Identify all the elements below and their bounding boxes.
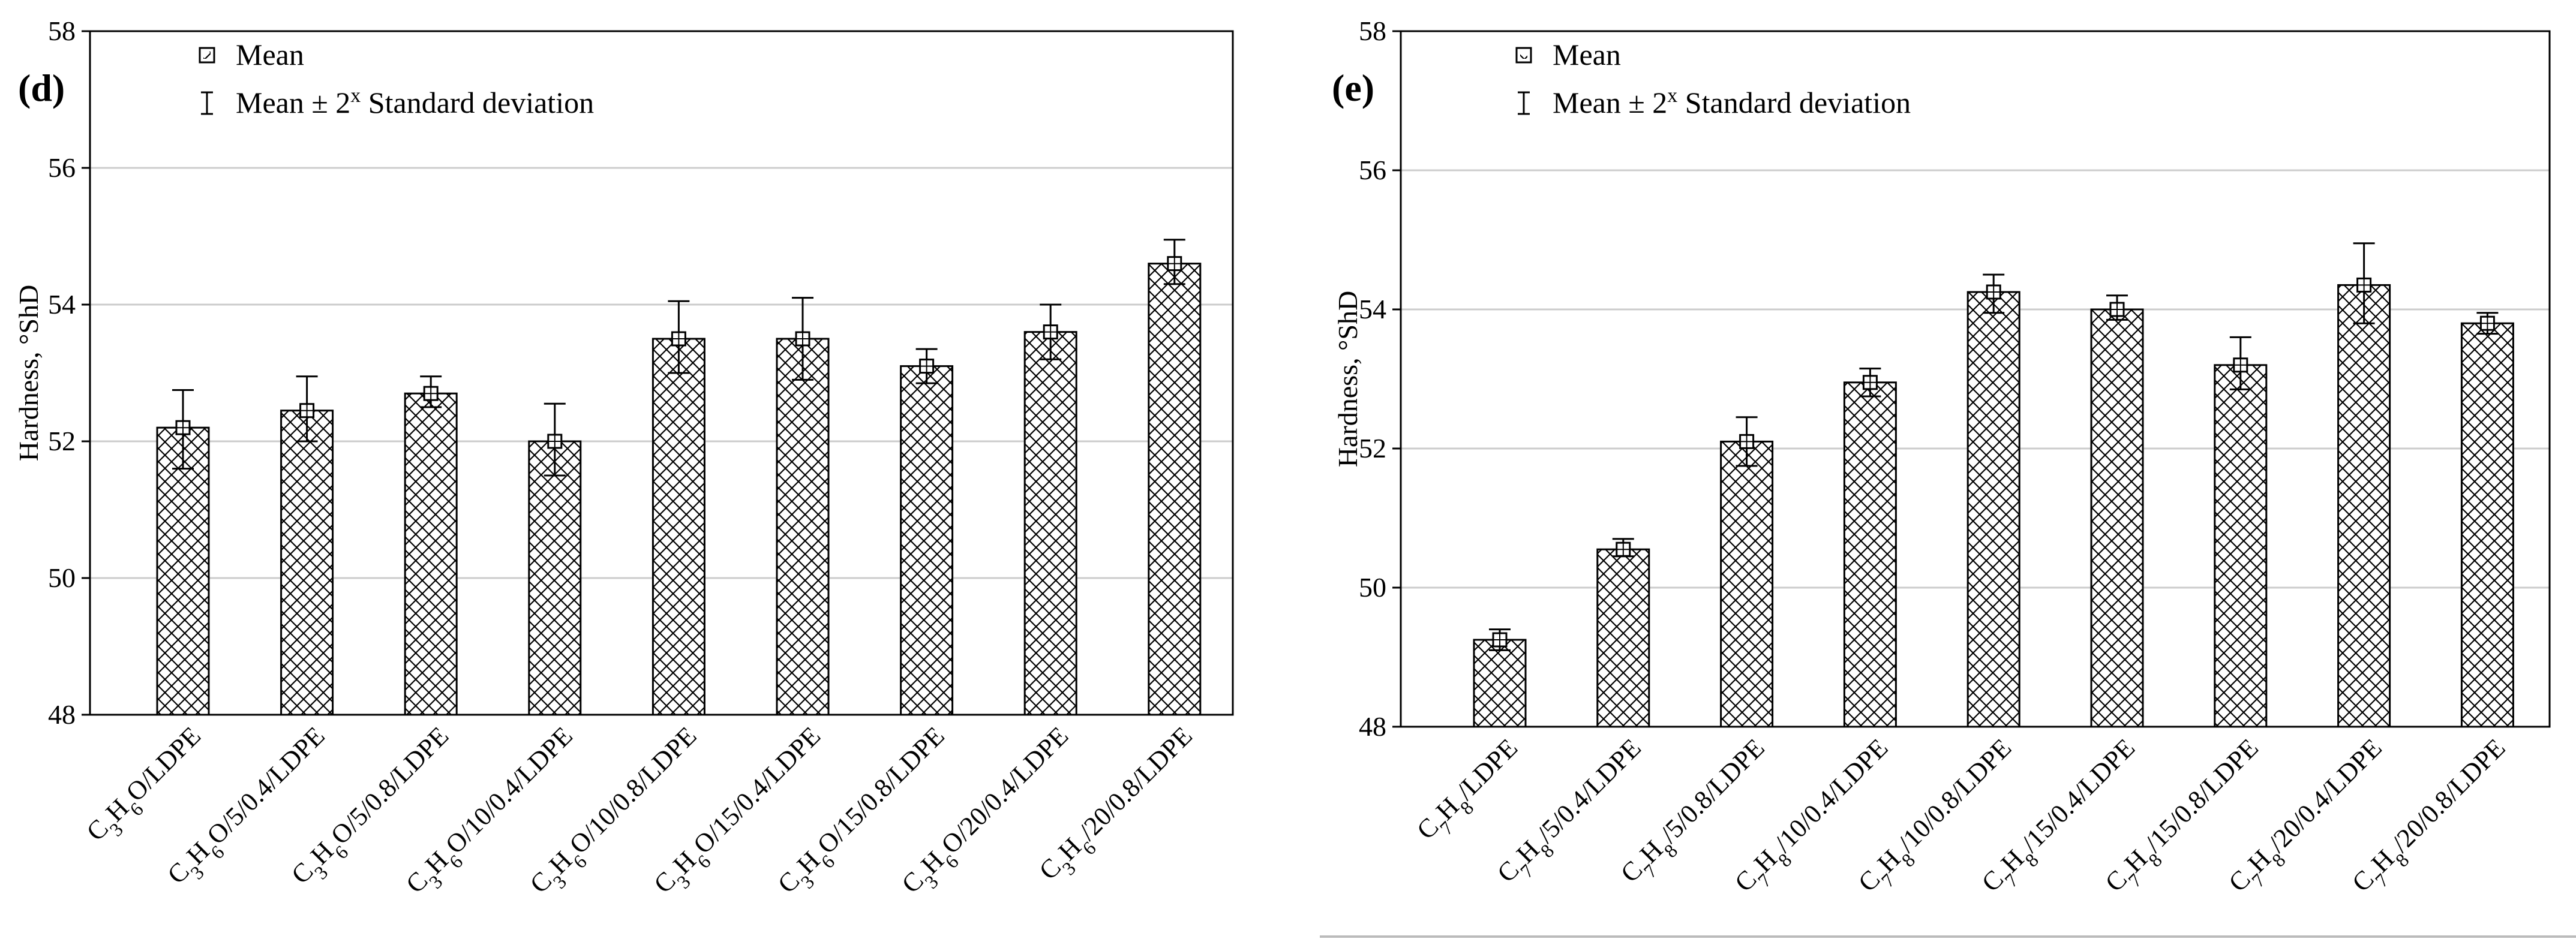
y-tick-label: 54 [48,289,76,320]
legend-mean-label: Mean [236,38,304,71]
bar [2460,322,2514,728]
y-tick-label: 50 [1359,572,1386,603]
panel-label: (e) [1332,67,1374,109]
mean-marker [1492,632,1508,648]
mean-marker [423,386,439,401]
panel-label: (d) [18,67,65,109]
legend-error-marker [201,91,213,115]
bar [404,392,458,716]
bar [2214,364,2268,728]
bar [900,365,954,716]
plot-frame [89,30,1234,716]
panel-e: 485052545658C7H8/LDPEC7H8/5/0.4/LDPEC7H8… [1332,16,2551,898]
bar [1843,381,1897,728]
y-axis-label: Hardness, °ShD [1332,291,1363,467]
legend: Mean Mean ± 2x Standard deviation [199,38,594,120]
mean-marker [671,331,686,347]
mean-marker [547,434,563,449]
bar [1148,263,1202,716]
bar [2090,308,2144,728]
legend-mean-label: Mean [1553,38,1621,71]
mean-marker [795,331,810,347]
x-tick-label: C7H8/LDPE [1411,733,1530,851]
bar [528,440,582,716]
y-tick-label: 54 [1359,294,1386,324]
bar [1023,331,1077,716]
y-tick-label: 56 [1359,155,1386,185]
bar [156,426,210,716]
bar [2337,284,2391,728]
bar [1596,548,1650,728]
y-tick-label: 52 [48,426,76,456]
mean-marker [299,403,315,419]
y-tick-label: 48 [1359,711,1386,742]
panel-d: 485052545658C3H6O/LDPEC3H6O/5/0.4/LDPEC3… [13,16,1234,899]
mean-marker [175,420,191,435]
y-tick-label: 58 [48,16,76,46]
mean-marker [1739,434,1755,449]
bar [1966,291,2020,728]
x-tick-label: C3H6O/LDPE [81,721,213,853]
y-axis-label: Hardness, °ShD [13,285,44,461]
mean-marker [919,359,935,374]
bar [651,338,705,716]
mean-marker [1616,541,1631,557]
bar [1473,639,1527,728]
legend: Mean Mean ± 2x Standard deviation [1515,38,1911,120]
y-tick-label: 50 [48,562,76,593]
plot-frame [1400,30,2551,728]
bar [776,338,830,716]
mean-marker [1862,375,1878,390]
mean-marker [1986,284,2001,300]
y-tick-label: 48 [48,699,76,730]
mean-marker [2479,315,2495,331]
legend-mean-marker [1515,47,1532,64]
mean-marker [2356,277,2372,293]
mean-marker [1043,324,1058,340]
legend-sd-label: Mean ± 2x Standard deviation [236,85,594,120]
mean-marker [1167,256,1182,272]
legend-mean-marker [199,47,215,64]
legend-error-marker [1518,91,1530,115]
y-tick-label: 52 [1359,433,1386,464]
bar [280,410,334,716]
y-tick-label: 58 [1359,16,1386,46]
legend-sd-label: Mean ± 2x Standard deviation [1553,85,1911,120]
y-tick-label: 56 [48,152,76,183]
bar [1720,440,1774,728]
mean-marker [2233,357,2248,373]
mean-marker [2109,302,2125,317]
